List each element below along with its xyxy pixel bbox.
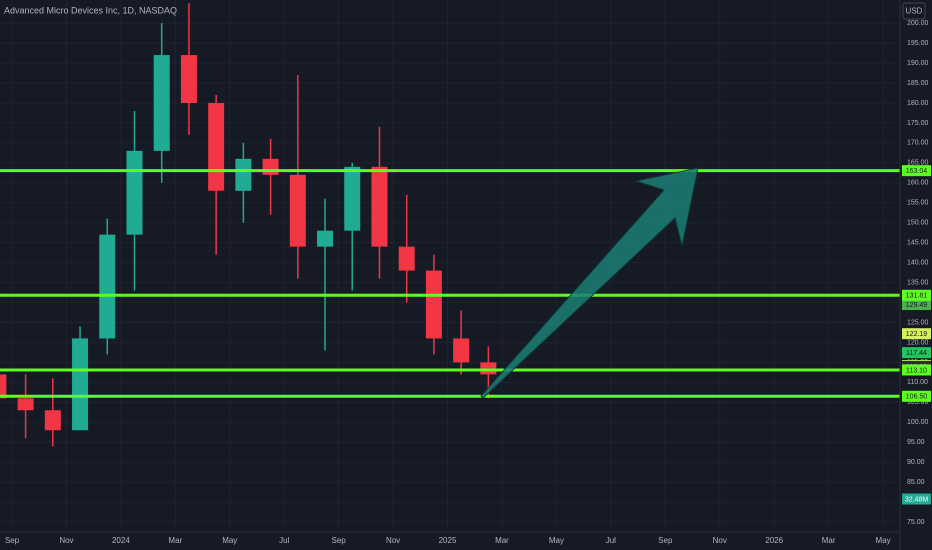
- price-label-box: [902, 328, 931, 340]
- x-tick-label: Jul: [279, 536, 289, 545]
- y-tick-label: 175.00: [907, 120, 929, 127]
- price-label-box: [902, 165, 931, 177]
- x-tick-label: Sep: [658, 536, 673, 545]
- y-tick-label: 165.00: [907, 160, 929, 167]
- candle-body: [398, 246, 415, 271]
- x-tick-label: Mar: [168, 536, 182, 545]
- x-tick-label: Jul: [606, 536, 616, 545]
- price-label-box: [902, 364, 931, 376]
- y-tick-label: 155.00: [907, 200, 929, 207]
- candle-body: [208, 102, 225, 191]
- candle-body: [344, 166, 361, 231]
- candle-body: [235, 158, 252, 191]
- price-label: 163.04: [906, 168, 928, 175]
- marks: [0, 3, 900, 447]
- arrow-annotation: [480, 167, 699, 399]
- x-tick-label: 2025: [439, 536, 457, 545]
- x-tick-label: Nov: [386, 536, 400, 545]
- y-tick-label: 125.00: [907, 319, 929, 326]
- candle-body: [425, 270, 442, 339]
- candle-body: [72, 338, 89, 431]
- y-tick-label: 190.00: [907, 60, 929, 67]
- price-label-box: [902, 289, 931, 301]
- y-tick-label: 185.00: [907, 80, 929, 87]
- x-tick-label: Mar: [822, 536, 836, 545]
- candle-body: [180, 55, 197, 103]
- y-tick-label: 170.00: [907, 140, 929, 147]
- chart-title: Advanced Micro Devices Inc, 1D, NASDAQ: [4, 5, 177, 15]
- y-tick-label: 150.00: [907, 220, 929, 227]
- y-tick-label: 200.00: [907, 20, 929, 27]
- price-label-box: [902, 347, 931, 359]
- x-tick-label: Sep: [332, 536, 347, 545]
- price-label: 117.44: [906, 350, 927, 357]
- price-label: 129.49: [906, 302, 928, 309]
- candle-body: [17, 398, 34, 411]
- x-tick-label: Nov: [59, 536, 73, 545]
- volume-label: 32.48M: [905, 496, 929, 503]
- price-label: 122.19: [906, 331, 928, 338]
- price-label-box: [902, 390, 931, 402]
- currency-box: [902, 2, 926, 20]
- y-tick-label: 160.00: [907, 180, 929, 187]
- y-tick-label: 75.00: [907, 519, 925, 526]
- x-tick-label: May: [222, 536, 237, 545]
- candle-body: [453, 338, 470, 363]
- y-tick-label: 145.00: [907, 239, 929, 246]
- y-tick-label: 140.00: [907, 259, 929, 266]
- price-label: 106.50: [906, 394, 928, 401]
- candle-body: [317, 230, 334, 247]
- volume-label-box: [902, 493, 931, 505]
- grid: [0, 0, 900, 532]
- x-tick-label: Nov: [713, 536, 727, 545]
- y-tick-label: 105.00: [907, 399, 929, 406]
- y-tick-label: 90.00: [907, 459, 925, 466]
- currency: USD: [906, 7, 923, 16]
- candle-body: [99, 234, 116, 339]
- x-tick-label: 2024: [112, 536, 130, 545]
- candle-body: [44, 410, 61, 431]
- candle-body: [289, 174, 306, 247]
- x-tick-label: May: [549, 536, 564, 545]
- x-tick-label: Sep: [5, 536, 20, 545]
- candle-body: [0, 374, 7, 399]
- x-tick-label: 2026: [765, 536, 783, 545]
- y-tick-label: 195.00: [907, 40, 929, 47]
- price-label: 131.81: [906, 293, 928, 300]
- x-tick-label: Mar: [495, 536, 509, 545]
- price-label-box: [902, 299, 931, 311]
- candle-body: [480, 362, 497, 375]
- candle-body: [153, 55, 170, 151]
- y-tick-label: 135.00: [907, 279, 929, 286]
- candle-body: [126, 150, 143, 235]
- price-label: 113.10: [906, 367, 927, 374]
- y-tick-label: 100.00: [907, 419, 929, 426]
- candle-body: [371, 166, 388, 247]
- y-tick-label: 180.00: [907, 100, 929, 107]
- y-tick-label: 95.00: [907, 439, 925, 446]
- axis-bg: [900, 0, 932, 550]
- y-tick-label: 110.00: [907, 379, 928, 386]
- y-tick-label: 85.00: [907, 479, 925, 486]
- y-tick-label: 120.00: [907, 339, 929, 346]
- x-tick-label: May: [875, 536, 890, 545]
- candle-body: [262, 158, 279, 175]
